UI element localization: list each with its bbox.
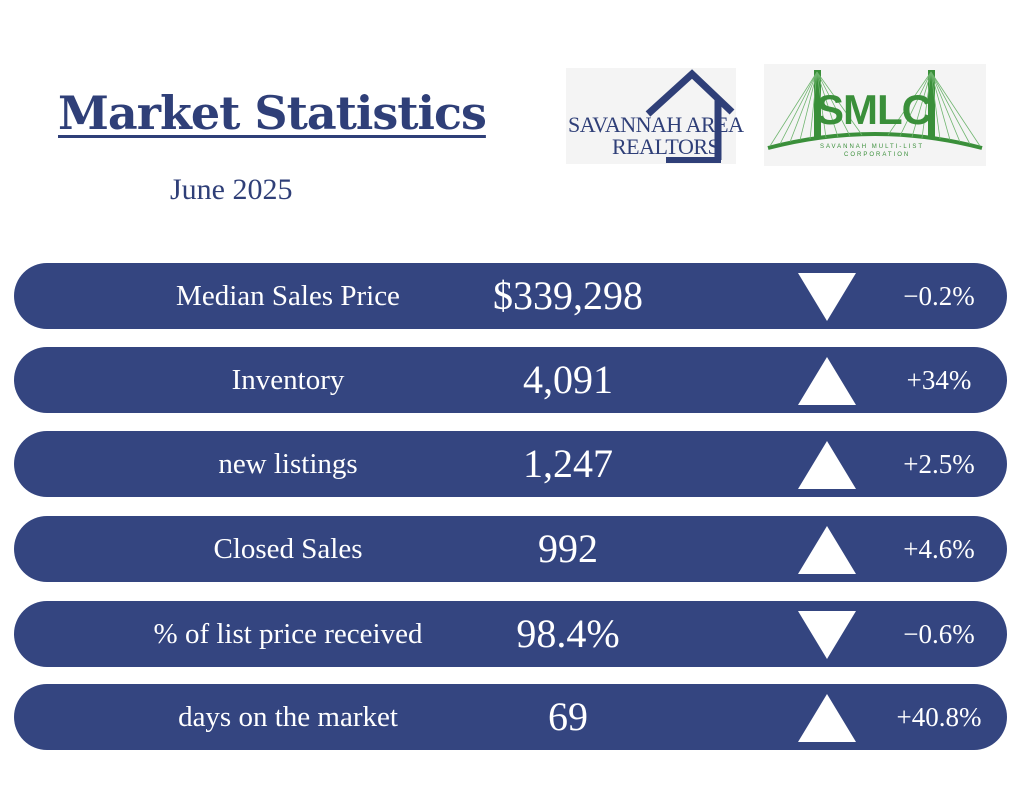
stat-label: new listings bbox=[218, 448, 358, 480]
stat-value: 98.4% bbox=[516, 611, 620, 656]
down-triangle-icon bbox=[798, 611, 856, 659]
stat-value: $339,298 bbox=[493, 273, 643, 318]
bridge-icon bbox=[767, 70, 983, 150]
stat-row-new-listings: new listings 1,247 +2.5% bbox=[14, 431, 1007, 497]
stat-value: 992 bbox=[538, 526, 598, 571]
stat-label: Inventory bbox=[231, 364, 345, 396]
stat-value: 4,091 bbox=[523, 357, 613, 402]
stat-row-closed-sales: Closed Sales 992 +4.6% bbox=[14, 516, 1007, 582]
up-triangle-icon bbox=[798, 694, 856, 742]
logo-subtext-line2: CORPORATION bbox=[844, 152, 911, 158]
stat-row-days-on-market: days on the market 69 +40.8% bbox=[14, 684, 1007, 750]
stat-value: 69 bbox=[548, 694, 588, 739]
stat-label: Closed Sales bbox=[213, 533, 363, 565]
stat-label: % of list price received bbox=[153, 618, 423, 650]
smlc-logo: SMLC SAVANNAH MULTI-LIST CORPORATION bbox=[764, 64, 986, 166]
stat-change: +2.5% bbox=[903, 449, 975, 479]
stat-label: Median Sales Price bbox=[176, 280, 400, 312]
stat-change: +4.6% bbox=[903, 534, 975, 564]
up-triangle-icon bbox=[798, 357, 856, 405]
logo-text-line1: SAVANNAH AREA bbox=[568, 112, 744, 137]
report-period: June 2025 bbox=[170, 173, 293, 206]
logo-text-line2: REALTORS bbox=[612, 134, 720, 159]
up-triangle-icon bbox=[798, 441, 856, 489]
stat-row-median-sales-price: Median Sales Price $339,298 −0.2% bbox=[14, 263, 1007, 329]
stat-row-list-price-received: % of list price received 98.4% −0.6% bbox=[14, 601, 1007, 667]
savannah-area-realtors-logo: SAVANNAH AREA REALTORS bbox=[566, 68, 744, 164]
up-triangle-icon bbox=[798, 526, 856, 574]
stat-row-inventory: Inventory 4,091 +34% bbox=[14, 347, 1007, 413]
stat-change: −0.2% bbox=[903, 281, 975, 311]
house-outline-icon bbox=[645, 69, 735, 163]
stat-value: 1,247 bbox=[523, 441, 613, 486]
down-triangle-icon bbox=[798, 273, 856, 321]
logo-subtext-line1: SAVANNAH MULTI-LIST bbox=[820, 144, 925, 150]
stat-change: +40.8% bbox=[896, 702, 982, 732]
stat-change: +34% bbox=[906, 365, 972, 395]
stat-label: days on the market bbox=[178, 701, 398, 733]
logo-wordmark: SMLC bbox=[816, 86, 932, 133]
page-title: Market Statistics bbox=[58, 86, 487, 140]
stat-change: −0.6% bbox=[903, 619, 975, 649]
